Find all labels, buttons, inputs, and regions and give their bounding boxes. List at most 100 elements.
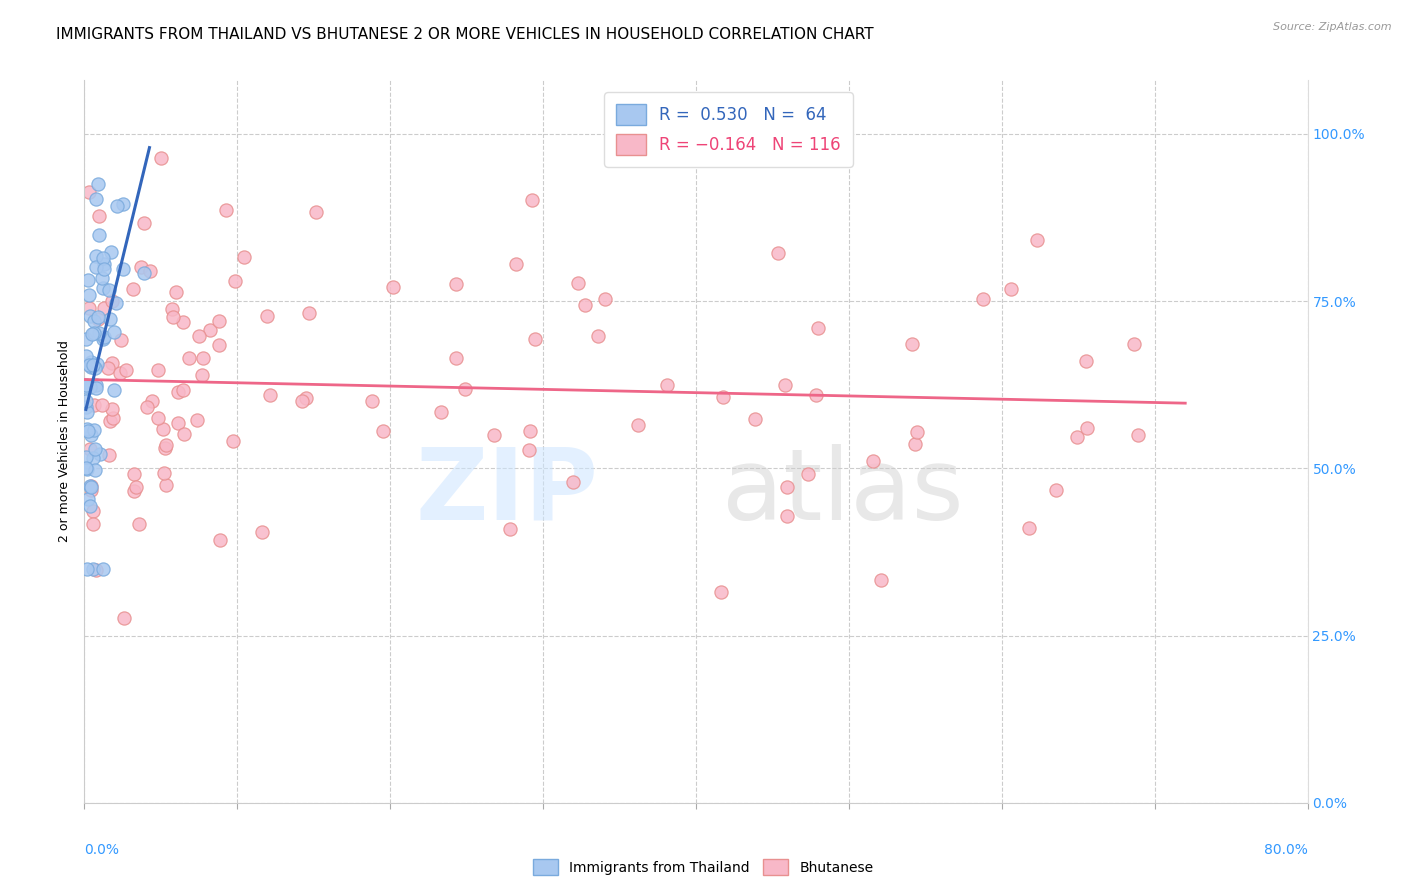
Point: [214, 202, 236, 217]
Point: [75, 394, 97, 409]
Text: ZIP: ZIP: [415, 443, 598, 541]
Point: [93, 257, 115, 271]
Point: [93, 252, 115, 266]
Point: [1074, 354, 1097, 368]
Point: [222, 434, 245, 449]
Point: [252, 524, 274, 539]
Point: [153, 441, 176, 455]
Point: [773, 378, 796, 392]
Point: [76, 422, 98, 436]
Point: [77, 359, 100, 373]
Point: [152, 422, 174, 436]
Point: [115, 363, 138, 377]
Point: [77, 491, 100, 506]
Point: [91, 281, 114, 295]
Point: [208, 338, 231, 352]
Point: [172, 314, 194, 328]
Point: [98, 448, 121, 462]
Point: [93, 330, 115, 344]
Text: IMMIGRANTS FROM THAILAND VS BHUTANESE 2 OR MORE VEHICLES IN HOUSEHOLD CORRELATIO: IMMIGRANTS FROM THAILAND VS BHUTANESE 2 …: [56, 27, 875, 42]
Point: [83, 360, 105, 375]
Point: [482, 428, 505, 442]
Point: [655, 378, 678, 392]
Point: [776, 480, 799, 494]
Point: [83, 442, 105, 457]
Point: [295, 391, 318, 405]
Point: [627, 417, 650, 432]
Point: [153, 467, 176, 481]
Point: [91, 332, 114, 346]
Legend: Immigrants from Thailand, Bhutanese: Immigrants from Thailand, Bhutanese: [527, 854, 879, 880]
Point: [586, 329, 609, 343]
Point: [166, 385, 188, 400]
Point: [76, 562, 98, 576]
Point: [139, 264, 162, 278]
Point: [710, 584, 733, 599]
Point: [904, 437, 927, 451]
Point: [84, 260, 107, 274]
Point: [79, 442, 101, 457]
Text: 80.0%: 80.0%: [1264, 843, 1308, 856]
Point: [208, 533, 231, 548]
Point: [148, 363, 170, 377]
Text: 0.0%: 0.0%: [84, 843, 120, 856]
Point: [796, 467, 818, 482]
Point: [711, 391, 734, 405]
Point: [97, 361, 120, 376]
Point: [76, 405, 98, 419]
Legend: R =  0.530   N =  64, R = −0.164   N = 116: R = 0.530 N = 64, R = −0.164 N = 116: [605, 92, 853, 167]
Point: [112, 197, 135, 211]
Point: [1045, 483, 1067, 497]
Point: [1122, 337, 1144, 351]
Point: [103, 383, 125, 397]
Y-axis label: 2 or more Vehicles in Household: 2 or more Vehicles in Household: [58, 341, 72, 542]
Point: [224, 274, 246, 288]
Point: [79, 310, 101, 324]
Point: [93, 261, 115, 276]
Point: [75, 450, 97, 464]
Point: [505, 257, 527, 271]
Point: [172, 383, 194, 397]
Point: [149, 151, 172, 165]
Point: [79, 499, 101, 513]
Text: atlas: atlas: [721, 443, 963, 541]
Point: [1066, 430, 1088, 444]
Point: [82, 451, 104, 466]
Point: [75, 400, 97, 414]
Point: [146, 411, 169, 425]
Point: [1076, 420, 1098, 434]
Point: [562, 475, 585, 490]
Point: [523, 332, 546, 346]
Point: [107, 199, 129, 213]
Point: [298, 306, 321, 320]
Point: [125, 480, 148, 494]
Point: [110, 366, 132, 380]
Point: [84, 249, 107, 263]
Point: [776, 509, 799, 524]
Point: [186, 412, 208, 426]
Point: [177, 351, 200, 365]
Point: [100, 244, 122, 259]
Point: [101, 293, 124, 308]
Point: [593, 292, 616, 306]
Point: [132, 216, 155, 230]
Point: [291, 393, 314, 408]
Point: [191, 351, 214, 365]
Point: [79, 479, 101, 493]
Point: [136, 400, 159, 414]
Point: [98, 414, 121, 428]
Point: [1025, 233, 1047, 247]
Point: [77, 185, 100, 199]
Point: [75, 377, 97, 392]
Point: [160, 302, 183, 317]
Point: [972, 293, 994, 307]
Point: [744, 412, 766, 426]
Point: [519, 443, 541, 458]
Point: [80, 483, 103, 497]
Point: [901, 337, 924, 351]
Point: [83, 398, 105, 412]
Point: [82, 516, 104, 531]
Point: [807, 321, 830, 335]
Point: [84, 463, 107, 477]
Text: Source: ZipAtlas.com: Source: ZipAtlas.com: [1274, 22, 1392, 32]
